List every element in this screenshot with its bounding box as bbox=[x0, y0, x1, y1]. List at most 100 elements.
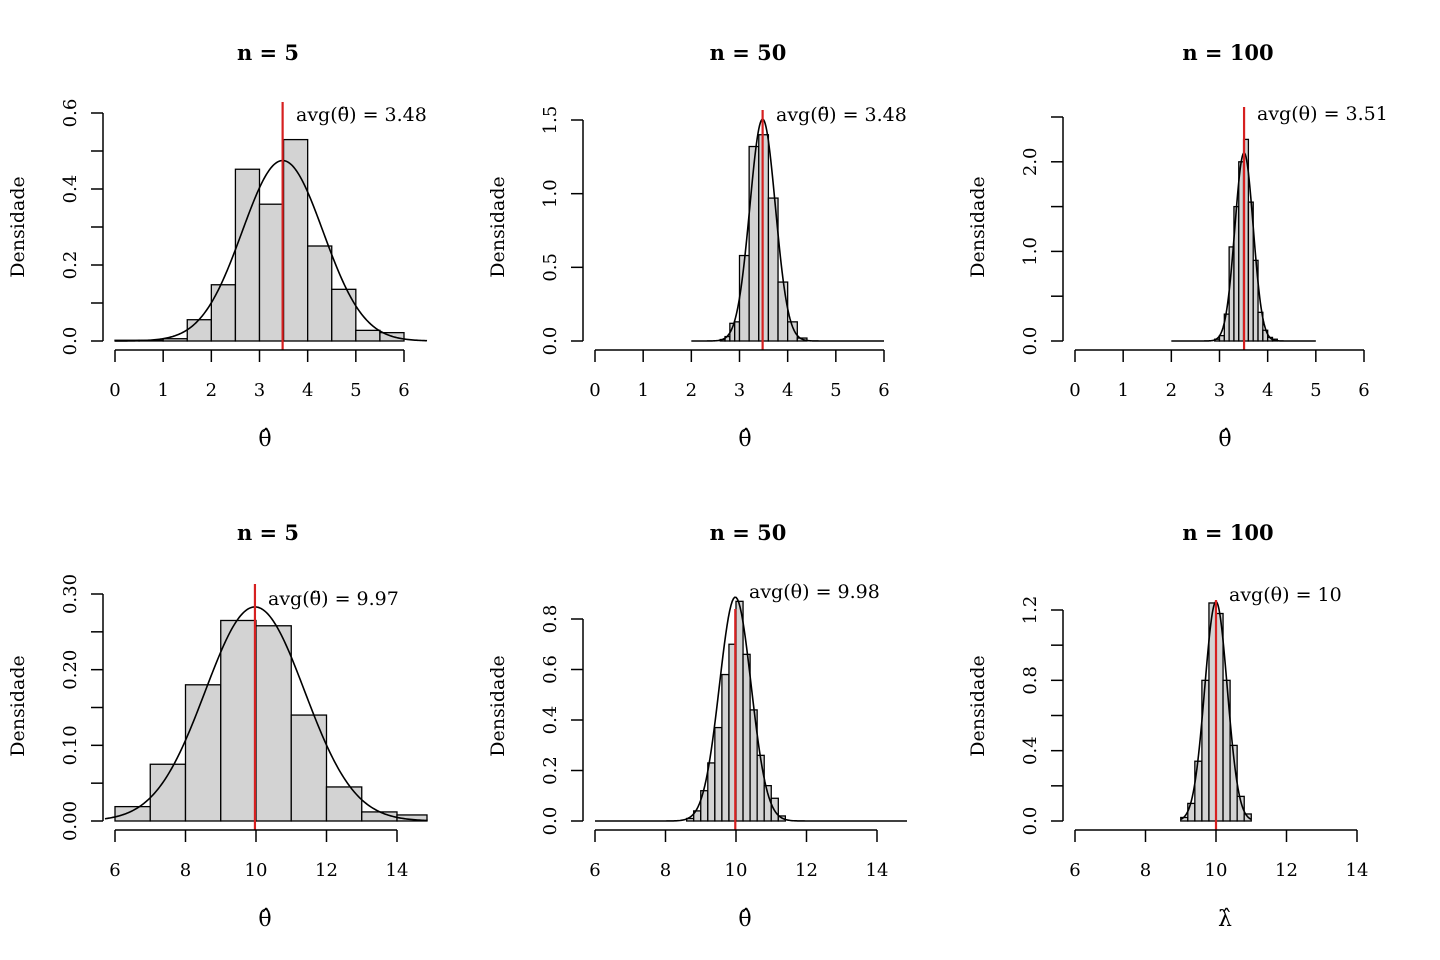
plot-area: 0 1 2 3 4 5 6 0.0 1.0 2.0 bbox=[1020, 107, 1370, 401]
plot-area: 0 1 2 3 4 5 6 0.0 0.5 1.0 1.5 bbox=[540, 106, 890, 401]
y-tick-label: 0.2 bbox=[540, 756, 561, 785]
x-tick-label: 10 bbox=[1205, 860, 1228, 881]
normal-density-curve bbox=[691, 118, 884, 342]
panel-1: 0 1 2 3 4 5 6 0.0 0.2 0.4 0.6 n = 5 Densidade θ̂ a… bbox=[7, 40, 428, 452]
histogram-bar bbox=[714, 726, 723, 822]
y-tick-label: 1.0 bbox=[540, 179, 561, 208]
normal-density-curve bbox=[595, 596, 907, 822]
x-tick-label: 12 bbox=[1275, 860, 1298, 881]
x-tick-label: 1 bbox=[637, 380, 648, 401]
y-tick-label: 0.0 bbox=[1020, 807, 1041, 836]
histogram-bar bbox=[777, 281, 789, 342]
x-tick-label: 2 bbox=[686, 380, 697, 401]
histogram-bar bbox=[734, 321, 741, 342]
histogram-bar bbox=[355, 329, 381, 342]
y-tick-label: 0.0 bbox=[1020, 327, 1041, 356]
x-tick-label: 3 bbox=[734, 380, 745, 401]
y-tick-label: 0.0 bbox=[540, 807, 561, 836]
x-axis-label: θ̂ bbox=[738, 907, 751, 932]
x-axis-label: λ̂ bbox=[1218, 907, 1232, 932]
histogram-bar bbox=[721, 673, 730, 822]
y-axis-label: Densidade bbox=[7, 176, 29, 277]
x-tick-label: 4 bbox=[782, 380, 793, 401]
panel-4: 6 8 10 12 14 0.00 0.10 0.20 0.30 n = 5 Densidade… bbox=[7, 520, 428, 932]
y-axis-label: Densidade bbox=[967, 176, 989, 277]
histogram-bar bbox=[1257, 311, 1264, 342]
x-tick-label: 14 bbox=[866, 860, 889, 881]
histogram-bar bbox=[114, 805, 151, 822]
x-tick-label: 8 bbox=[660, 860, 671, 881]
x-tick-label: 12 bbox=[315, 860, 338, 881]
x-tick-label: 8 bbox=[180, 860, 191, 881]
histogram-bar bbox=[1238, 161, 1245, 342]
histogram-bar bbox=[707, 762, 716, 822]
y-tick-label: 0.4 bbox=[1020, 736, 1041, 765]
histogram-bar bbox=[1218, 334, 1225, 342]
histogram-bar bbox=[735, 600, 744, 822]
histogram-bar bbox=[186, 319, 212, 342]
histogram-bar bbox=[767, 197, 779, 342]
x-tick-label: 2 bbox=[206, 380, 217, 401]
x-tick-label: 6 bbox=[589, 860, 600, 881]
mean-annotation: avg(θ̈) = 3.48 bbox=[296, 104, 427, 126]
x-tick-label: 10 bbox=[725, 860, 748, 881]
histogram-bar bbox=[220, 619, 257, 822]
plot-area: 6 8 10 12 14 0.0 0.4 0.8 1.2 bbox=[1020, 596, 1368, 881]
mean-annotation: avg(θ̈) = 3.48 bbox=[776, 104, 907, 126]
x-tick-label: 0 bbox=[109, 380, 120, 401]
panel-title: n = 50 bbox=[710, 40, 787, 65]
panel-3: 0 1 2 3 4 5 6 0.0 1.0 2.0 n = 100 Densidade θ̂ av… bbox=[967, 40, 1388, 452]
x-tick-label: 6 bbox=[1358, 380, 1369, 401]
histogram-bar bbox=[307, 245, 333, 342]
y-tick-label: 1.2 bbox=[1020, 596, 1041, 625]
plot-area: 6 8 10 12 14 0.0 0.2 0.4 0.6 0.8 bbox=[540, 596, 907, 881]
histogram-bar bbox=[325, 786, 363, 822]
y-axis-label: Densidade bbox=[967, 655, 989, 756]
normal-density-curve bbox=[104, 606, 428, 822]
y-tick-label: 0.4 bbox=[540, 706, 561, 735]
y-tick-label: 0.20 bbox=[60, 650, 81, 690]
y-axis-label: Densidade bbox=[487, 176, 509, 277]
plot-area: 0 1 2 3 4 5 6 0.0 0.2 0.4 0.6 bbox=[60, 99, 428, 401]
histogram-bar bbox=[331, 288, 357, 342]
histogram-bar bbox=[162, 338, 188, 342]
y-tick-label: 0.2 bbox=[60, 251, 81, 280]
plot-area: 6 8 10 12 14 0.00 0.10 0.20 0.30 bbox=[60, 574, 428, 881]
panel-title: n = 5 bbox=[237, 40, 299, 65]
x-axis-label: θ̂ bbox=[1218, 427, 1231, 452]
x-axis-label: θ̂ bbox=[738, 427, 751, 452]
y-tick-label: 0.8 bbox=[540, 605, 561, 634]
y-tick-label: 0.0 bbox=[540, 327, 561, 356]
y-axis-label: Densidade bbox=[7, 655, 29, 756]
normal-density-curve bbox=[114, 159, 428, 342]
panel-title: n = 100 bbox=[1182, 520, 1273, 545]
panel-6: 6 8 10 12 14 0.0 0.4 0.8 1.2 n = 100 Densidade λ… bbox=[967, 520, 1368, 932]
panel-title: n = 50 bbox=[710, 520, 787, 545]
histogram-bar bbox=[210, 284, 237, 342]
x-axis-label: θ̂ bbox=[258, 907, 271, 932]
mean-annotation: avg(θ) = 3.51 bbox=[1257, 103, 1388, 125]
panel-5: 6 8 10 12 14 0.0 0.2 0.4 0.6 0.8 n = 50 Densidade… bbox=[487, 520, 907, 932]
y-tick-label: 0.6 bbox=[540, 655, 561, 684]
histogram-bar bbox=[748, 145, 760, 342]
x-tick-label: 14 bbox=[1346, 860, 1369, 881]
histogram-bar bbox=[255, 625, 292, 822]
histogram-bar bbox=[258, 203, 285, 342]
y-tick-label: 0.6 bbox=[60, 99, 81, 128]
x-tick-label: 5 bbox=[350, 380, 361, 401]
panel-title: n = 5 bbox=[237, 520, 299, 545]
x-tick-label: 5 bbox=[830, 380, 841, 401]
y-tick-label: 0.5 bbox=[540, 253, 561, 282]
x-tick-label: 6 bbox=[398, 380, 409, 401]
x-tick-label: 4 bbox=[1262, 380, 1273, 401]
y-tick-label: 1.0 bbox=[1020, 237, 1041, 266]
histogram-bar bbox=[787, 321, 798, 342]
y-tick-label: 0.8 bbox=[1020, 666, 1041, 695]
panel-2: 0 1 2 3 4 5 60.00.51.01.5 n = 50 Densidade θ̂ … bbox=[487, 40, 907, 452]
x-tick-label: 2 bbox=[1166, 380, 1177, 401]
x-tick-label: 6 bbox=[109, 860, 120, 881]
y-tick-label: 2.0 bbox=[1020, 147, 1041, 176]
x-tick-label: 3 bbox=[254, 380, 265, 401]
y-tick-label: 0.00 bbox=[60, 801, 81, 841]
y-tick-label: 0.30 bbox=[60, 574, 81, 614]
